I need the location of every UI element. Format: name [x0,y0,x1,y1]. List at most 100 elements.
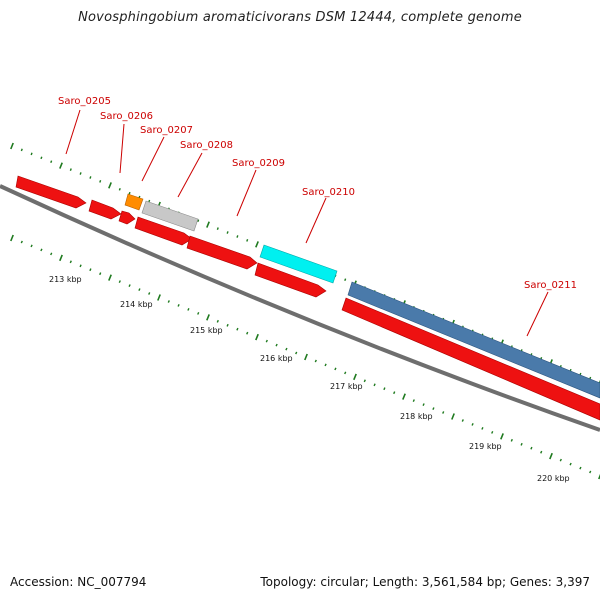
gene-saro-0210[interactable] [259,244,338,284]
genome-stats-text: Topology: circular; Length: 3,561,584 bp… [260,575,590,589]
lower-tick [324,363,327,367]
kbp-label-217: 217 kbp [330,382,363,391]
kbp-label-214: 214 kbp [120,300,153,309]
gene-saro-0207[interactable] [141,200,199,232]
upper-tick [197,219,200,223]
upper-tick [10,142,14,150]
lower-tick [383,387,386,391]
leader-saro-0209 [236,169,257,217]
lower-tick [216,319,219,323]
leader-saro-0208 [177,152,203,198]
kbp-label-218: 218 kbp [400,412,433,421]
kbp-labels: 213 kbp 214 kbp 215 kbp 216 kbp 217 kbp … [49,275,570,483]
lower-tick [265,339,268,343]
lower-tick [500,433,504,440]
lower-tick [598,473,600,480]
leader-saro-0205 [65,109,81,155]
kbp-label-220: 220 kbp [537,474,570,483]
lower-tick [471,423,474,426]
gene-unlabeled-red-small[interactable] [118,210,136,225]
lower-tick [50,252,53,256]
lower-tick [334,367,337,371]
lower-tick [373,383,376,387]
lower-tick [295,351,298,355]
gene-saro-0206[interactable] [88,199,122,220]
gene-unlabeled-red-mid[interactable] [134,216,193,246]
lower-tick [540,450,543,454]
upper-tick [118,187,121,191]
label-saro-0211: Saro_0211 [524,280,577,291]
lower-tick [226,323,229,327]
lower-tick [393,391,396,395]
label-saro-0209: Saro_0209 [232,158,285,169]
gene-unlabeled-orange[interactable] [124,193,144,211]
lower-tick [314,359,317,363]
label-saro-0208: Saro_0208 [180,140,233,151]
lower-tick [20,240,23,244]
leader-saro-0210 [305,197,327,244]
lower-tick [344,371,347,375]
lower-tick [530,446,533,450]
upper-tick [99,180,102,183]
lower-tick [442,411,445,414]
label-saro-0210: Saro_0210 [302,187,355,198]
leader-lines [65,109,549,337]
lower-tick [30,244,33,248]
lower-tick [451,413,455,420]
upper-tick [206,221,210,228]
upper-tick [108,182,112,189]
lower-tick [118,280,121,283]
upper-tick [89,176,92,179]
lower-tick [10,234,14,242]
lower-tick [89,268,92,272]
lower-tick [157,294,161,301]
lower-tick [40,248,43,252]
upper-tick [69,168,72,171]
gene-unlabeled-blue[interactable] [347,281,600,399]
lower-tick [579,466,582,470]
upper-tick [128,191,131,195]
lower-tick [304,353,308,361]
genome-backbone [0,184,600,432]
lower-tick [187,308,190,311]
gene-saro-0208[interactable] [186,235,258,270]
lower-tick [99,272,102,276]
upper-tick [236,235,239,238]
upper-tick [255,241,259,248]
lower-tick [79,264,82,268]
upper-tick [79,172,82,175]
lower-tick [481,427,484,430]
kbp-label-219: 219 kbp [469,442,502,451]
lower-tick [59,254,63,262]
leader-saro-0211 [526,291,549,337]
upper-tick [59,162,63,169]
lower-tick [353,373,357,381]
map-title: Novosphingobium aromaticivorans DSM 1244… [78,10,522,25]
gene-saro-0211[interactable] [341,297,600,421]
lower-tick [520,442,523,446]
lower-tick [177,304,180,307]
lower-tick [108,274,112,281]
gene-saro-0205[interactable] [15,175,87,209]
lower-tick [510,438,513,442]
upper-tick [226,231,229,234]
gene-saro-0209[interactable] [254,262,327,298]
lower-tick [236,327,239,331]
lower-tick [275,343,278,347]
label-saro-0207: Saro_0207 [140,125,193,136]
lower-tick [69,260,72,264]
lower-tick [138,288,141,291]
leader-saro-0206 [119,123,125,174]
lower-tick [461,419,464,422]
leader-saro-0207 [141,136,165,182]
kbp-label-216: 216 kbp [260,354,293,363]
label-saro-0205: Saro_0205 [58,96,111,107]
accession-text: Accession: NC_007794 [10,575,147,589]
lower-tick [412,399,415,402]
lower-tick [246,331,249,335]
upper-tick [246,239,249,242]
kbp-label-215: 215 kbp [190,326,223,335]
upper-tick [30,152,33,156]
lower-tick [255,333,259,341]
